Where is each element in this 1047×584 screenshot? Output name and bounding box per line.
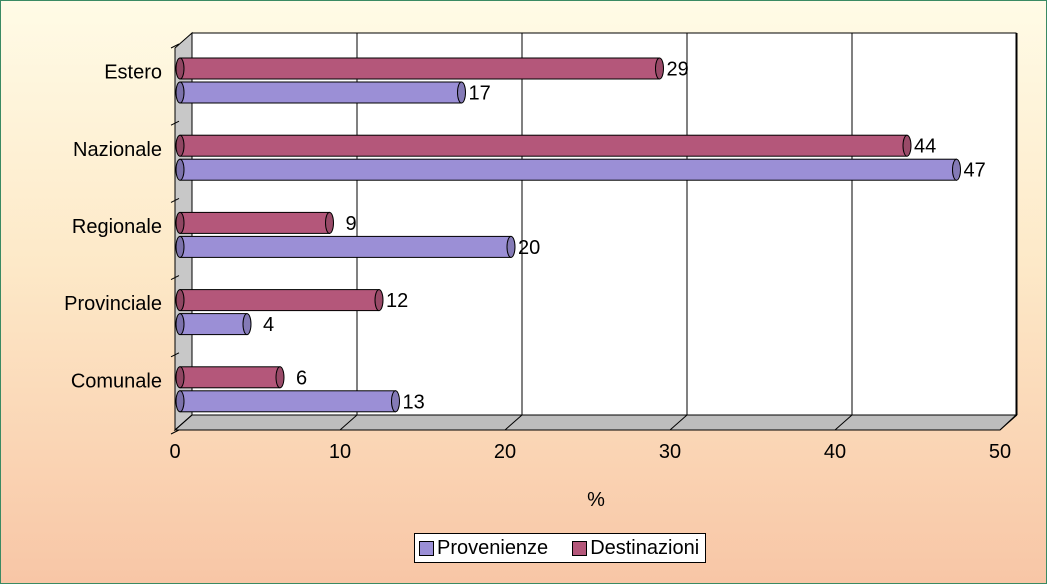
bar-destinazioni-regionale: 9 [175, 211, 357, 235]
data-label: 9 [346, 213, 357, 235]
bar-destinazioni-nazionale: 44 [175, 134, 936, 158]
x-tick-label: 50 [989, 441, 1011, 463]
data-label: 6 [296, 367, 307, 389]
bar-cap-end [506, 235, 516, 258]
category-label: Nazionale [73, 139, 162, 161]
legend-label-destinazioni: Destinazioni [590, 536, 700, 559]
bar-destinazioni-provinciale: 12 [175, 289, 408, 312]
x-tick-label: 30 [659, 441, 681, 463]
bar-body [179, 57, 660, 80]
bar-body [179, 366, 281, 389]
bar-body [179, 235, 512, 258]
bar-destinazioni-comunale: 6 [175, 366, 307, 389]
x-tick-label: 10 [329, 441, 351, 463]
legend-item-provenienze: Provenienze [419, 537, 548, 560]
plot-floor [173, 414, 1018, 431]
y-axis-tick [170, 352, 180, 358]
floor-gridline [504, 414, 523, 431]
bar-body [179, 134, 908, 157]
floor-gridline [834, 414, 853, 431]
bar-cap-end [374, 289, 384, 312]
x-tick-label: 0 [169, 441, 180, 463]
bar-cap-end [457, 81, 466, 104]
bar-cap-start [175, 289, 185, 312]
bar-provenienze-nazionale: 47 [175, 158, 986, 182]
y-axis-tick [170, 120, 180, 126]
y-axis-tick [170, 197, 180, 203]
bar-cap-start [175, 134, 185, 157]
bar-cap-start [175, 57, 185, 80]
bar-body [179, 313, 248, 336]
category-label: Regionale [72, 216, 162, 238]
data-label: 17 [469, 83, 491, 105]
data-label: 29 [667, 59, 689, 81]
y-axis-tick [170, 275, 180, 281]
floor-gridline [339, 414, 358, 431]
y-axis-tick [170, 429, 180, 435]
bar-provenienze-provinciale: 4 [175, 313, 274, 336]
x-tick-label: 20 [494, 441, 516, 463]
data-label: 4 [263, 314, 274, 336]
bar-body [179, 289, 380, 312]
bar-cap-start [175, 366, 185, 389]
bar-cap-start [175, 235, 185, 258]
bar-cap-end [391, 390, 400, 413]
data-label: 13 [403, 391, 425, 413]
category-label: Comunale [71, 370, 162, 392]
legend-label-provenienze: Provenienze [437, 536, 549, 559]
bar-provenienze-estero: 17 [175, 81, 491, 105]
legend-swatch-destinazioni [572, 540, 588, 556]
bars-group: 6 13 12 4 9 20 44 47 29 17 [175, 57, 986, 413]
floor-gridline [669, 414, 688, 431]
bar-provenienze-comunale: 13 [175, 390, 425, 413]
bar-cap-end [952, 158, 961, 181]
data-label: 12 [386, 290, 408, 312]
bar-cap-end [655, 57, 664, 80]
bar-body [179, 81, 462, 104]
floor-gridline [999, 414, 1018, 431]
bar-cap-end [242, 313, 252, 336]
legend-swatch-provenienze [419, 540, 434, 556]
category-label: Estero [104, 62, 162, 84]
bar-cap-start [175, 158, 185, 181]
legend: Provenienze Destinazioni [414, 533, 707, 563]
bar-body [179, 158, 957, 181]
bar-cap-start [175, 390, 185, 413]
bar-body [179, 390, 396, 413]
bar-cap-start [175, 211, 185, 234]
x-tick-label: 40 [824, 441, 846, 463]
bar-cap-end [275, 366, 285, 389]
x-axis-title: % [587, 489, 605, 511]
category-label: Provinciale [64, 293, 162, 315]
bar-cap-end [902, 134, 912, 157]
bar-cap-start [175, 81, 185, 104]
bar-provenienze-regionale: 20 [175, 235, 540, 259]
data-label: 20 [518, 237, 540, 259]
bar-destinazioni-estero: 29 [175, 57, 689, 81]
bar-cap-end [325, 211, 334, 234]
bar-cap-start [175, 313, 185, 336]
y-axis-tick [170, 43, 180, 49]
bar-body [179, 211, 330, 234]
data-label: 47 [964, 160, 986, 182]
floor-gridline [174, 414, 193, 431]
legend-item-destinazioni: Destinazioni [572, 537, 699, 560]
data-label: 44 [914, 136, 936, 158]
